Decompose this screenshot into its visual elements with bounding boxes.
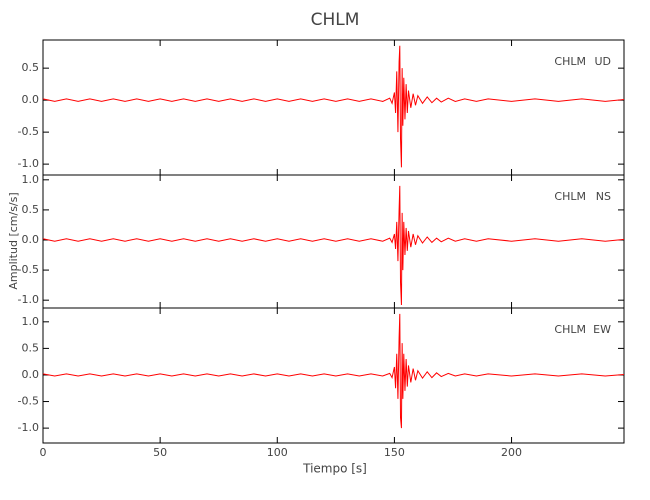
y-tick-label: 1.0	[22, 173, 40, 186]
component-label: UD	[594, 55, 611, 68]
x-tick-label: 150	[384, 446, 405, 459]
station-label: CHLM	[554, 190, 586, 203]
waveform	[42, 45, 625, 168]
y-tick-label: -1.0	[18, 421, 39, 434]
x-axis-label: Tiempo [s]	[302, 462, 367, 476]
y-tick-label: -0.5	[18, 263, 39, 276]
x-tick-label: 100	[267, 446, 288, 459]
x-tick-label: 200	[501, 446, 522, 459]
chart-title: CHLM	[311, 10, 360, 30]
y-tick-label: -0.5	[18, 125, 39, 138]
waveform	[42, 313, 625, 429]
x-tick-label: 50	[153, 446, 167, 459]
panel-frame	[42, 39, 625, 176]
y-tick-label: 0.5	[22, 341, 40, 354]
component-label: NS	[596, 190, 611, 203]
y-axis-label: Amplitud [cm/s/s]	[7, 192, 20, 289]
y-tick-label: -1.0	[18, 293, 39, 306]
panel-frame	[42, 307, 625, 444]
y-tick-label: 0.5	[22, 203, 40, 216]
station-label: CHLM	[554, 323, 586, 336]
component-label: EW	[593, 323, 611, 336]
y-tick-label: 0.0	[22, 233, 40, 246]
y-tick-label: 0.0	[22, 368, 40, 381]
panel-frame	[42, 174, 625, 309]
x-tick-label: 0	[40, 446, 47, 459]
y-tick-label: 0.0	[22, 93, 40, 106]
waveform	[42, 185, 625, 306]
y-tick-label: -0.5	[18, 395, 39, 408]
y-tick-label: -1.0	[18, 157, 39, 170]
y-tick-label: 1.0	[22, 315, 40, 328]
y-tick-label: 0.5	[22, 61, 40, 74]
station-label: CHLM	[554, 55, 586, 68]
